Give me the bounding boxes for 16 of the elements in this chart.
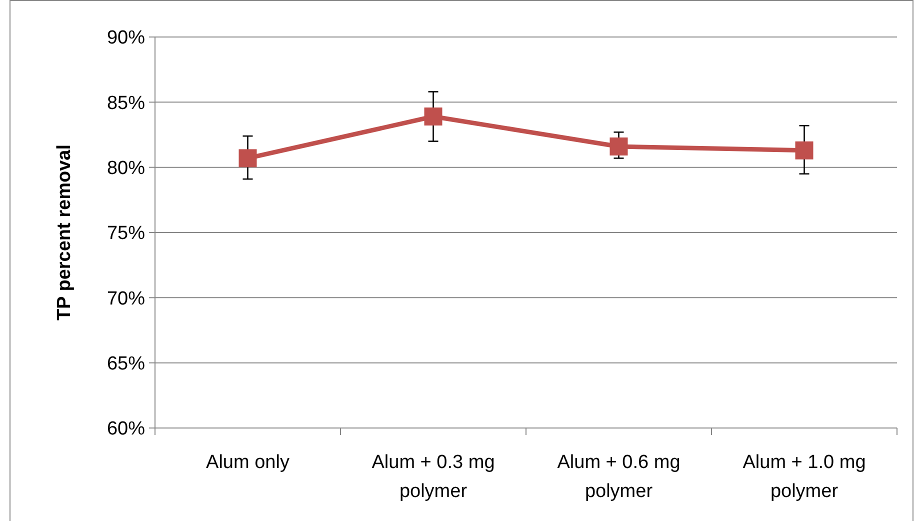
y-tick-label: 65%: [106, 353, 146, 374]
point: [424, 108, 442, 126]
point: [610, 137, 628, 156]
y-tick-label: 85%: [106, 92, 146, 114]
x-tick-label: Alum + 0.3 mg polymer: [372, 452, 495, 502]
y-tick-label: 60%: [106, 418, 146, 440]
x-tick-label: Alum + 1.0 mg polymer: [742, 452, 866, 502]
y-axis-title: TP percent removal: [54, 144, 75, 321]
x-tick-label: Alum only: [206, 452, 290, 473]
x-tick-label: Alum + 0.6 mg polymer: [557, 452, 680, 502]
y-tick-label: 90%: [106, 28, 146, 49]
y-tick-label: 80%: [106, 158, 146, 179]
point: [238, 149, 257, 168]
point: [795, 141, 814, 160]
y-tick-label: 75%: [106, 223, 146, 244]
y-tick-label: 70%: [106, 288, 146, 310]
